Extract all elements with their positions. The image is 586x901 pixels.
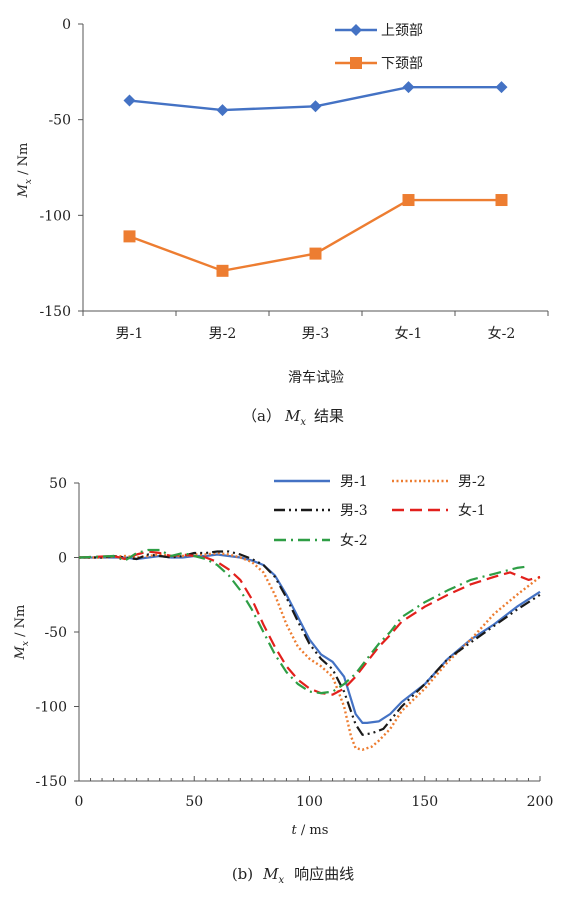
chart-a-ytick-label: -50 xyxy=(48,113,71,129)
chart-b-ytick-label: -50 xyxy=(44,625,67,641)
chart-a-legend-marker xyxy=(350,57,362,69)
chart-a-point-marker xyxy=(123,230,136,243)
chart-b-legend-label: 男-3 xyxy=(340,503,368,519)
chart-a-xlabel: 滑车试验 xyxy=(288,369,344,386)
chart-a-legend-label: 上颈部 xyxy=(381,23,423,39)
chart-b-xtick-label: 150 xyxy=(411,794,438,810)
chart-a-ytick-label: 0 xyxy=(62,17,71,33)
chart-a-point-marker xyxy=(309,100,322,113)
chart-a-category-label: 男-3 xyxy=(302,326,330,342)
chart-b-legend-label: 男-2 xyxy=(458,474,486,490)
chart-a-legend-label: 下颈部 xyxy=(381,56,423,72)
chart-b-xtick-label: 50 xyxy=(185,794,203,810)
chart-a-point-marker xyxy=(216,104,229,117)
chart-a-legend-marker xyxy=(350,24,362,36)
chart-b-series-line-3 xyxy=(78,550,541,696)
chart-b-xtick-label: 200 xyxy=(527,794,554,810)
chart-a-series-line-1 xyxy=(129,198,502,273)
chart-b-xtick-label: 0 xyxy=(75,794,84,810)
chart-a-category-label: 男-2 xyxy=(209,326,237,342)
chart-a-point-marker xyxy=(402,81,415,94)
chart-b-ytick-label: -150 xyxy=(36,774,67,790)
chart-a-point-marker xyxy=(123,94,136,107)
chart-a-ylabel: Mx / Nm xyxy=(16,143,34,199)
chart-b-xtick-label: 100 xyxy=(296,794,323,810)
chart-a-category-label: 女-1 xyxy=(395,325,423,342)
chart-b-response-curves: 50 0 -50 -100 -150 0 50 100 150 200 男-1 男-2 男-3 女-1… xyxy=(13,474,553,886)
chart-b-series-line-4 xyxy=(78,548,529,695)
chart-b-ytick-label: 0 xyxy=(58,551,67,567)
chart-b-legend-label: 男-1 xyxy=(340,474,368,490)
chart-b-legend-label: 女-2 xyxy=(340,532,368,549)
chart-b-ylabel: Mx / Nm xyxy=(13,605,31,661)
chart-b-series-line-1 xyxy=(79,551,541,751)
chart-a-point-marker xyxy=(402,194,415,207)
chart-a-point-marker xyxy=(309,247,322,260)
chart-a-caption: （a） Mx 结果 xyxy=(242,407,344,428)
chart-b-series-line-2 xyxy=(79,550,541,736)
chart-a-category-label: 男-1 xyxy=(116,326,144,342)
chart-b-ytick-label: -100 xyxy=(36,700,67,716)
chart-a-category-label: 女-2 xyxy=(488,325,516,342)
chart-a-ytick-label: -150 xyxy=(40,304,71,320)
chart-b-ytick-label: 50 xyxy=(49,476,67,492)
chart-a-point-marker xyxy=(495,81,508,94)
chart-a-point-marker xyxy=(216,264,229,277)
chart-a-point-marker xyxy=(495,194,508,207)
chart-b-xlabel: t / ms xyxy=(292,823,329,838)
chart-b-caption: (b) Mx 响应曲线 xyxy=(232,865,354,886)
chart-b-legend-label: 女-1 xyxy=(458,502,486,519)
chart-a-ytick-label: -100 xyxy=(40,208,71,224)
